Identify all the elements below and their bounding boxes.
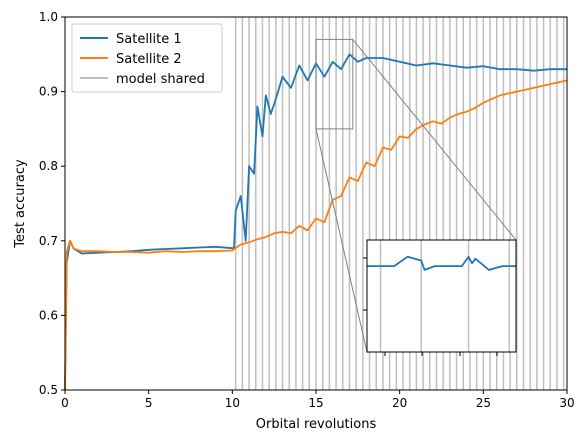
y-tick-label: 0.8 xyxy=(39,159,58,173)
x-tick-label: 10 xyxy=(225,396,240,410)
legend-label-satellite-1: Satellite 1 xyxy=(116,32,182,47)
series-layer xyxy=(64,53,568,391)
legend-label-model-shared: model shared xyxy=(116,72,205,87)
inset-background xyxy=(367,240,516,352)
inset-chart xyxy=(363,239,517,356)
y-axis-label: Test accuracy xyxy=(13,159,28,249)
x-tick-label: 20 xyxy=(392,396,407,410)
inset-series-line xyxy=(367,255,516,271)
x-axis-label: Orbital revolutions xyxy=(256,417,377,432)
y-tick-label: 1.0 xyxy=(39,10,58,24)
x-tick-label: 5 xyxy=(145,396,153,410)
x-tick-label: 15 xyxy=(308,396,323,410)
zoom-region-box xyxy=(315,38,354,130)
zoom-layer xyxy=(315,38,517,353)
x-tick-label: 30 xyxy=(559,396,574,410)
inset-frame xyxy=(366,239,517,353)
x-tick-label: 25 xyxy=(476,396,491,410)
zoom-connector-left xyxy=(315,128,368,353)
y-tick-label: 0.7 xyxy=(39,234,58,248)
y-tick-label: 0.9 xyxy=(39,85,58,99)
x-tick-label: 0 xyxy=(61,396,69,410)
legend: Satellite 1 Satellite 2 model shared xyxy=(71,23,223,93)
y-tick-label: 0.6 xyxy=(39,308,58,322)
legend-box xyxy=(71,23,223,93)
series-line-1 xyxy=(64,53,567,391)
zoom-connector-right xyxy=(352,39,517,241)
series-line-2 xyxy=(64,79,568,391)
y-tick-label: 0.5 xyxy=(39,383,58,397)
ticks-layer: 0 5 10 15 20 25 30 0.5 0.6 0.7 0.8 0.9 1.0 xyxy=(39,10,575,410)
legend-label-satellite-2: Satellite 2 xyxy=(116,52,182,67)
